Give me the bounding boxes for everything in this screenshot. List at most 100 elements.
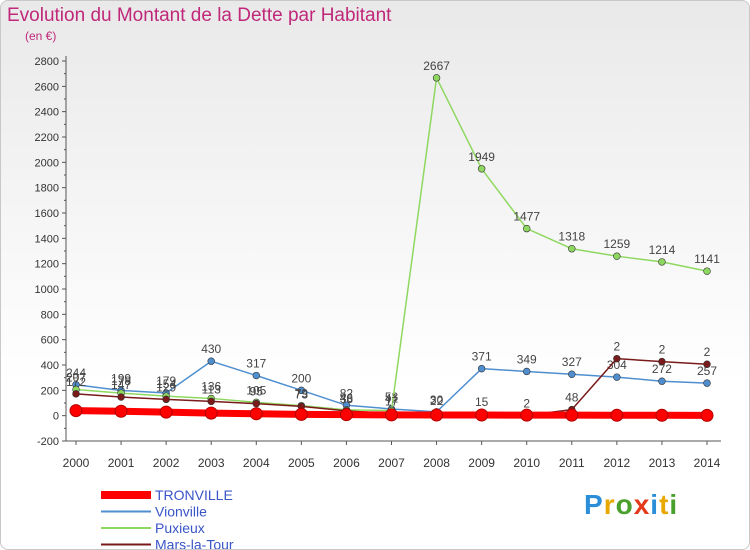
data-point-mars-la-tour [703,360,711,368]
data-point-vionville [477,364,486,373]
data-point-mars-la-tour [72,390,80,398]
data-point-puxieux [432,74,441,82]
data-label-mars-la-tour: 2 [659,343,666,357]
y-tick-label: 800 [41,309,59,321]
data-label-puxieux: 46 [340,391,354,405]
x-tick-label: 2010 [513,456,540,470]
data-label-vionville: 82 [340,386,354,400]
data-point-mars-la-tour [207,397,215,406]
data-point-puxieux [523,224,531,233]
data-label-mars-la-tour: 17 [385,395,399,409]
data-point-tronville [339,408,353,422]
y-tick-label: 1000 [35,284,59,296]
data-label-puxieux: 1214 [649,243,676,257]
x-tick-label: 2005 [288,456,315,470]
x-tick-label: 2003 [198,456,225,470]
data-label-puxieux: 1477 [513,210,540,224]
x-tick-label: 2013 [649,456,676,470]
x-tick-label: 2014 [694,456,721,470]
data-label-puxieux: 207 [66,370,86,384]
data-label-vionville: 430 [201,342,221,356]
y-tick-label: 0 [53,411,59,423]
data-label-mars-la-tour: 2 [523,396,530,410]
data-point-vionville [658,377,666,385]
y-tick-label: 600 [41,335,59,347]
data-label-vionville: 349 [517,352,537,366]
data-point-tronville [520,408,534,422]
data-point-vionville [568,370,576,378]
data-label-puxieux: 1259 [604,237,631,251]
data-point-mars-la-tour [117,393,125,401]
y-tick-label: 2800 [35,56,59,68]
data-label-mars-la-tour: 129 [156,380,176,394]
x-tick-label: 2001 [108,456,135,470]
data-point-vionville [613,373,621,381]
data-point-tronville [69,404,83,418]
chart-title: Evolution du Montant de la Dette par Hab… [7,5,392,26]
y-tick-label: 2200 [35,132,59,144]
y-tick-label: 2600 [35,81,59,93]
data-label-vionville: 272 [652,362,672,376]
y-tick-label: -200 [37,436,59,448]
data-point-tronville [610,408,624,422]
x-tick-label: 2011 [559,456,585,470]
legend-label-mars-la-tour: Mars-la-Tour [155,537,234,550]
data-point-mars-la-tour [252,399,260,408]
x-tick-label: 2006 [333,456,360,470]
data-label-mars-la-tour: 15 [475,395,489,409]
data-label-vionville: 199 [111,371,131,385]
data-label-puxieux: 1318 [558,230,585,244]
data-point-mars-la-tour [613,354,621,363]
x-tick-label: 2004 [243,456,270,470]
data-label-puxieux: 41 [385,391,399,405]
data-point-puxieux [658,258,666,266]
data-point-puxieux [477,165,486,173]
data-label-vionville: 200 [291,371,311,385]
data-point-tronville [655,408,669,422]
y-tick-label: 2400 [35,107,59,119]
logo-letter: P [584,489,604,520]
data-label-mars-la-tour: 95 [250,385,264,399]
y-tick-label: 400 [41,360,59,372]
data-point-tronville [385,408,398,422]
data-point-vionville [207,357,215,365]
y-tick-label: 2000 [35,157,59,169]
data-label-puxieux: 136 [201,379,221,393]
data-point-tronville [294,407,308,421]
legend-label-puxieux: Puxieux [155,520,205,536]
data-point-vionville [703,379,711,387]
data-label-mars-la-tour: 2 [614,340,621,354]
legend-label-tronville: TRONVILLE [155,487,233,503]
data-label-mars-la-tour: 38 [340,392,354,406]
logo-letter: o [615,489,634,520]
y-tick-label: 200 [41,385,59,397]
data-point-tronville [114,404,128,418]
data-point-vionville [252,371,260,380]
data-point-vionville [297,386,306,395]
data-label-vionville: 244 [66,366,86,380]
proxiti-logo: Proxiti [584,489,678,521]
data-label-puxieux: 154 [156,377,176,391]
data-point-tronville [565,408,579,422]
data-label-puxieux: 105 [246,383,266,397]
data-label-vionville: 371 [472,350,492,364]
data-label-vionville: 53 [385,390,399,404]
logo-letter: i [650,489,660,520]
data-label-vionville: 327 [562,355,582,369]
legend-label-vionville: Vionville [155,504,207,520]
data-point-puxieux [613,252,621,260]
y-tick-label: 1800 [35,183,59,195]
data-label-puxieux: 2667 [423,59,450,73]
data-point-tronville [249,407,263,421]
x-tick-label: 2000 [63,456,90,470]
data-point-tronville [475,408,489,422]
x-tick-label: 2009 [468,456,495,470]
data-label-mars-la-tour: 147 [111,378,131,392]
y-tick-label: 1200 [35,259,59,271]
x-tick-label: 2007 [378,456,405,470]
data-point-puxieux [703,267,711,275]
data-label-mars-la-tour: 2 [704,345,711,359]
data-label-vionville: 317 [246,357,266,371]
